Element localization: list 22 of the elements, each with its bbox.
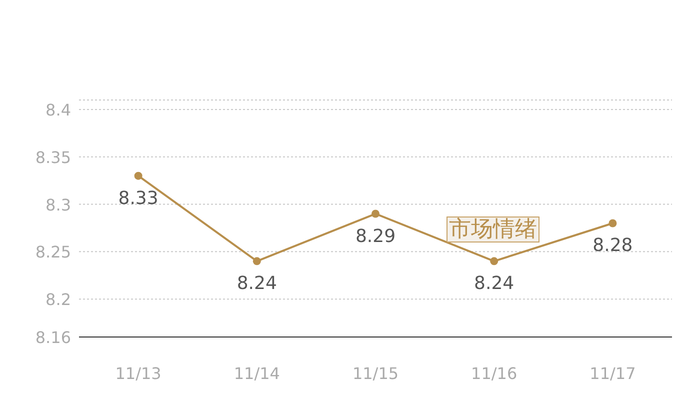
- data-label: 8.24: [474, 273, 514, 294]
- y-tick-label: 8.2: [46, 290, 71, 310]
- point: [372, 210, 380, 218]
- y-tick-label: 8.25: [35, 242, 71, 262]
- point: [134, 172, 142, 180]
- point: [252, 257, 261, 266]
- data-label: 8.29: [355, 226, 396, 247]
- x-tick-label: 11/16: [471, 364, 518, 383]
- y-tick-label: 8.3: [46, 195, 71, 214]
- point: [608, 219, 617, 228]
- x-tick-label: 11/17: [590, 364, 636, 383]
- x-tick-label: 11/15: [352, 364, 399, 383]
- y-tick-label: 8.16: [35, 328, 71, 347]
- x-tick-label: 11/14: [234, 364, 280, 383]
- point: [490, 257, 498, 266]
- data-label: 8.24: [236, 273, 277, 294]
- annotation: 市场情绪: [449, 217, 537, 242]
- data-label: 8.33: [118, 188, 158, 209]
- y-tick-label: 8.4: [46, 100, 71, 120]
- y-tick-label: 8.35: [35, 148, 71, 167]
- data-label: 8.28: [592, 235, 633, 256]
- x-tick-label: 11/13: [115, 364, 162, 383]
